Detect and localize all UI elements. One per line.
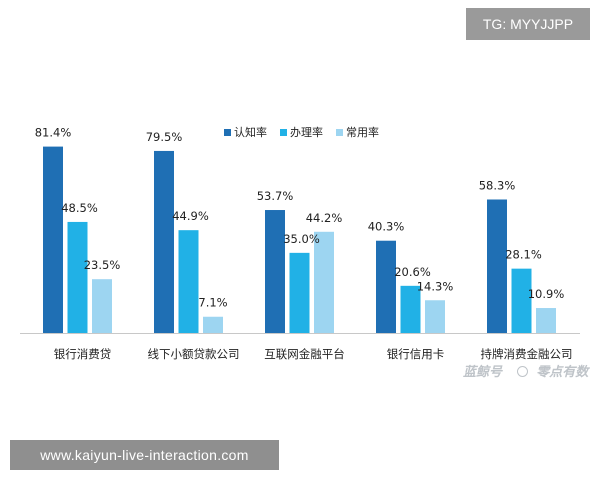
value-label-s2-c4: 10.9% <box>528 287 565 301</box>
value-label-s0-c3: 40.3% <box>368 220 405 234</box>
legend-label-1: 办理率 <box>290 125 323 139</box>
bar-s0-c2 <box>265 210 285 333</box>
bar-s1-c3 <box>400 285 421 333</box>
watermark: 蓝鲸号 零点有数 <box>463 361 588 380</box>
value-label-s0-c4: 58.3% <box>479 178 516 192</box>
category-label-0: 银行消费贷 <box>54 347 112 361</box>
value-label-s1-c3: 20.6% <box>394 265 431 279</box>
legend-swatch-2 <box>336 129 343 136</box>
bar-s0-c3 <box>376 240 396 333</box>
value-label-s0-c0: 81.4% <box>35 126 72 140</box>
legend-label-0: 认知率 <box>234 125 267 139</box>
chart-bars <box>43 146 556 333</box>
legend-swatch-0 <box>224 129 231 136</box>
value-labels: 81.4% 48.5% 23.5% 79.5% 44.9% 7.1% 53.7% 35.0% 4… <box>35 126 565 310</box>
bar-s1-c2 <box>289 252 310 333</box>
category-label-2: 互联网金融平台 <box>264 347 345 361</box>
bar-s1-c4 <box>511 268 532 333</box>
value-label-s0-c1: 79.5% <box>146 130 183 144</box>
category-label-1: 线下小额贷款公司 <box>148 347 240 361</box>
value-label-s2-c0: 23.5% <box>84 258 121 272</box>
value-label-s1-c2: 35.0% <box>283 232 320 246</box>
chart-legend: 认知率 办理率 常用率 <box>224 125 379 139</box>
watermark-text: 零点有数 <box>536 365 589 380</box>
bar-s0-c0 <box>43 146 63 333</box>
url-banner: www.kaiyun-live-interaction.com <box>10 440 279 470</box>
value-label-s2-c2: 44.2% <box>306 211 343 225</box>
bar-s2-c4 <box>536 308 556 333</box>
bar-s2-c0 <box>92 279 112 333</box>
legend-swatch-1 <box>280 129 287 136</box>
value-label-s1-c4: 28.1% <box>505 248 542 262</box>
bar-s1-c1 <box>178 230 199 333</box>
bar-s2-c3 <box>425 300 445 333</box>
value-label-s1-c0: 48.5% <box>61 201 98 215</box>
watermark-icon <box>517 366 529 377</box>
value-label-s0-c2: 53.7% <box>257 189 294 203</box>
category-labels: 银行消费贷 线下小额贷款公司 互联网金融平台 银行信用卡 持牌消费金融公司 <box>54 347 573 361</box>
value-label-s2-c1: 7.1% <box>198 296 227 310</box>
bar-s2-c2 <box>314 231 334 333</box>
category-label-3: 银行信用卡 <box>387 347 445 361</box>
bar-s0-c4 <box>487 199 507 333</box>
watermark-brand: 蓝鲸号 <box>463 365 503 380</box>
bar-s0-c1 <box>154 150 174 333</box>
value-label-s1-c1: 44.9% <box>172 209 209 223</box>
category-label-4: 持牌消费金融公司 <box>481 347 573 361</box>
tg-badge: TG: MYYJJPP <box>466 8 590 40</box>
value-label-s2-c3: 14.3% <box>417 279 454 293</box>
bar-s2-c1 <box>203 316 223 333</box>
legend-label-2: 常用率 <box>346 125 379 139</box>
bar-s1-c0 <box>67 221 88 333</box>
